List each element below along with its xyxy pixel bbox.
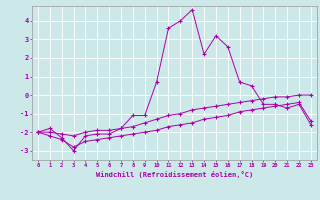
X-axis label: Windchill (Refroidissement éolien,°C): Windchill (Refroidissement éolien,°C) bbox=[96, 171, 253, 178]
